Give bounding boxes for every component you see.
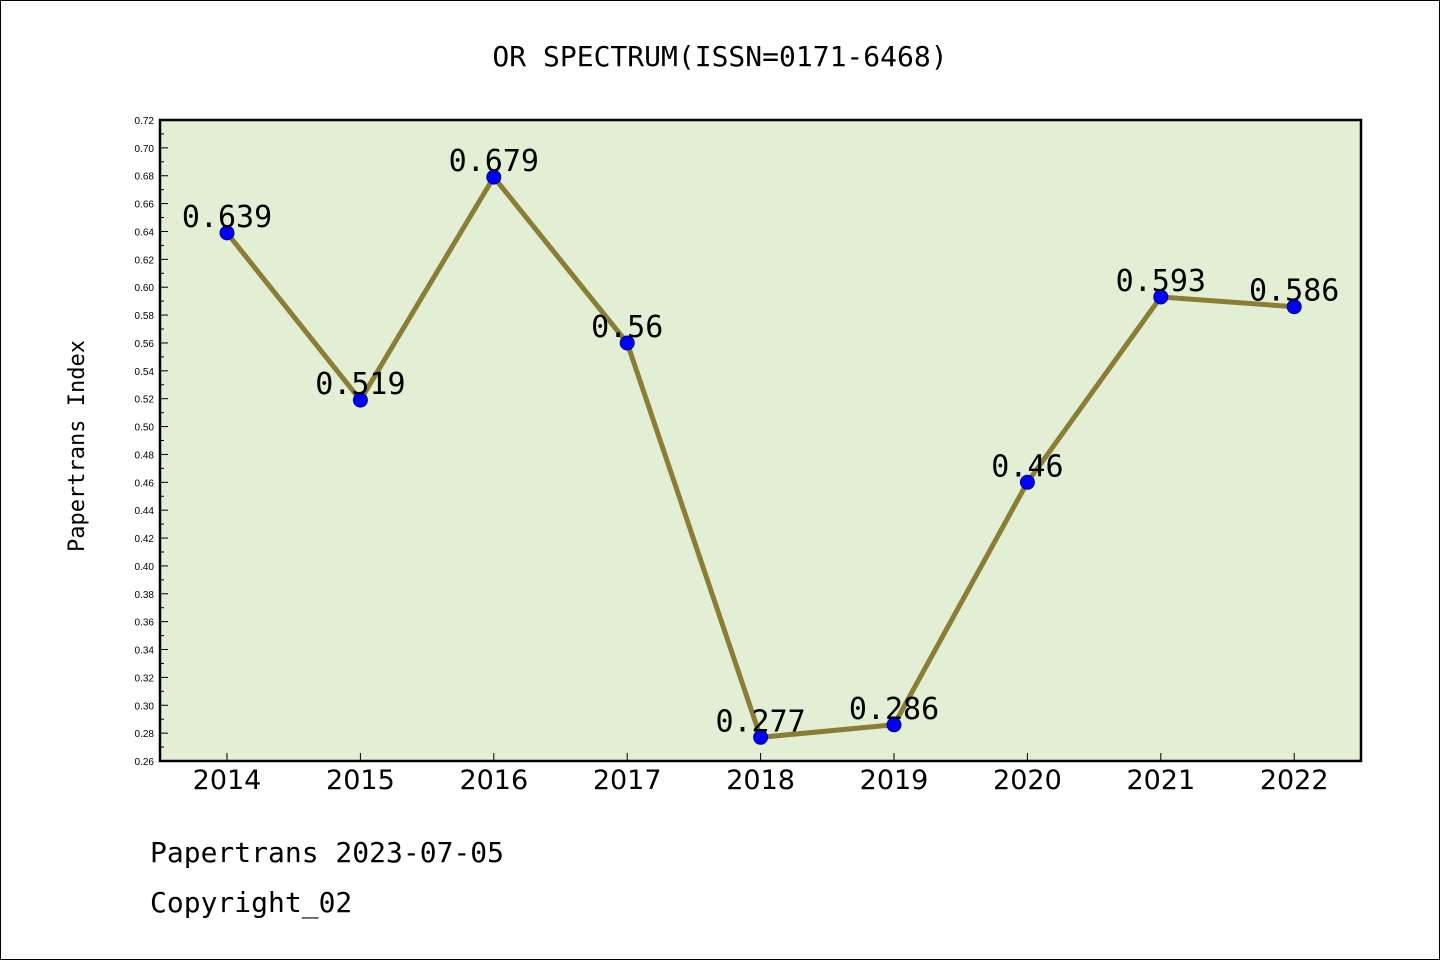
y-tick-label: 0.28 (135, 729, 155, 740)
data-label: 0.586 (1249, 274, 1339, 309)
data-point (219, 225, 235, 241)
data-label: 0.46 (991, 449, 1063, 484)
y-tick-label: 0.62 (135, 255, 155, 266)
data-point (1019, 474, 1035, 490)
y-tick-label: 0.32 (135, 673, 155, 684)
data-point (886, 717, 902, 733)
x-tick-label: 2014 (193, 765, 262, 796)
data-label: 0.519 (315, 367, 405, 402)
x-axis: 2014 2015 2016 2017 2018 2019 2020 2021 2022 (193, 753, 1329, 796)
y-tick-label: 0.50 (135, 423, 155, 434)
y-tick-label: 0.70 (135, 144, 155, 155)
y-axis: 0.26 0.28 0.30 0.32 0.34 0.36 0.38 0.40 0.42 0.44… (135, 116, 168, 768)
footer-copyright: Copyright_02 (150, 886, 353, 919)
y-tick-label: 0.60 (135, 283, 155, 294)
data-label: 0.56 (591, 310, 663, 345)
y-tick-label: 0.40 (135, 562, 155, 573)
y-tick-label: 0.48 (135, 450, 155, 461)
x-tick-label: 2021 (1126, 765, 1195, 796)
y-tick-label: 0.44 (135, 506, 155, 517)
data-point (753, 729, 769, 745)
x-tick-label: 2020 (993, 765, 1062, 796)
data-labels: 0.639 0.519 0.679 0.56 0.277 0.286 0.46 0.593 0.… (182, 144, 1340, 739)
data-label: 0.286 (849, 692, 939, 727)
data-point (486, 169, 502, 185)
y-axis-label: Papertrans Index (65, 340, 90, 552)
y-tick-label: 0.58 (135, 311, 155, 322)
y-tick-label: 0.42 (135, 534, 155, 545)
y-tick-label: 0.36 (135, 618, 155, 629)
y-tick-label: 0.30 (135, 701, 155, 712)
data-label: 0.639 (182, 200, 272, 235)
x-tick-label: 2017 (593, 765, 662, 796)
x-tick-label: 2016 (459, 765, 528, 796)
y-tick-label: 0.56 (135, 339, 155, 350)
y-tick-label: 0.34 (135, 646, 155, 657)
y-tick-label: 0.64 (135, 227, 155, 238)
y-tick-label: 0.72 (135, 116, 155, 127)
y-tick-label: 0.54 (135, 367, 155, 378)
data-point (619, 335, 635, 351)
x-tick-label: 2022 (1260, 765, 1329, 796)
data-point (352, 392, 368, 408)
y-tick-label: 0.38 (135, 590, 155, 601)
y-tick-label: 0.52 (135, 395, 155, 406)
y-tick-label: 0.26 (135, 757, 155, 768)
y-tick-label: 0.46 (135, 478, 155, 489)
x-tick-label: 2019 (860, 765, 929, 796)
data-point (1286, 299, 1302, 315)
y-tick-label: 0.66 (135, 200, 155, 211)
plot-area (158, 118, 1363, 763)
footer-date: Papertrans 2023-07-05 (150, 836, 505, 869)
data-point (1153, 289, 1169, 305)
x-tick-label: 2018 (726, 765, 795, 796)
chart-title: OR SPECTRUM(ISSN=0171-6468) (492, 40, 947, 73)
data-label: 0.593 (1116, 264, 1206, 299)
series (219, 169, 1302, 745)
data-label: 0.277 (715, 704, 805, 739)
data-label: 0.679 (449, 144, 539, 179)
y-tick-label: 0.68 (135, 172, 155, 183)
x-tick-label: 2015 (326, 765, 395, 796)
